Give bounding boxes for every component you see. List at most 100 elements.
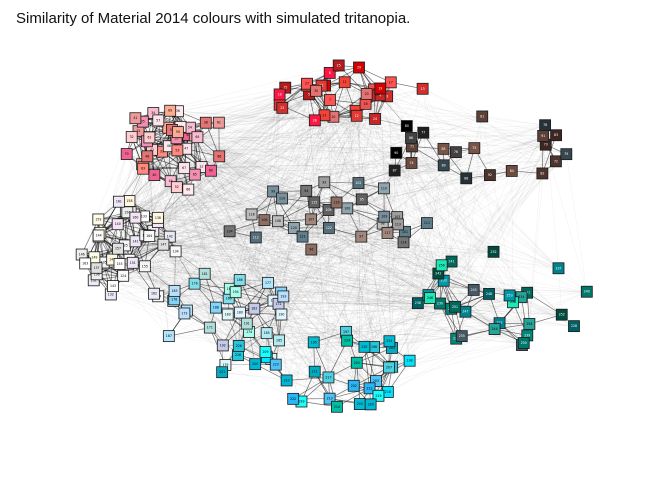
edge xyxy=(144,198,283,267)
edge xyxy=(355,110,389,392)
node-label: 54 xyxy=(188,126,192,130)
edge xyxy=(387,291,587,393)
edge xyxy=(210,170,466,312)
node-label: 226 xyxy=(236,344,242,348)
node-square xyxy=(233,274,246,286)
edge xyxy=(103,262,575,327)
edge xyxy=(366,93,494,252)
graph-node: 48 xyxy=(141,150,154,163)
edge xyxy=(174,294,429,300)
graph-node: 207 xyxy=(383,361,395,374)
node-square xyxy=(178,307,191,320)
node-square xyxy=(305,243,318,256)
graph-node: 144 xyxy=(92,229,105,242)
edge xyxy=(133,214,441,304)
node-label: 80 xyxy=(405,124,409,128)
node-label: 111 xyxy=(424,221,430,225)
edge xyxy=(306,83,562,315)
graph-node: 60 xyxy=(205,164,217,177)
edge xyxy=(248,94,280,333)
graph-node: 162 xyxy=(148,287,160,300)
edge xyxy=(144,99,331,267)
edge xyxy=(93,251,494,281)
edge xyxy=(143,167,185,170)
edge xyxy=(277,201,315,222)
graph-node: 78 xyxy=(539,119,551,132)
graph-node: 57 xyxy=(152,114,165,127)
graph-node: 66 xyxy=(182,183,195,196)
node-square xyxy=(308,196,321,209)
edge xyxy=(174,214,252,292)
edge xyxy=(175,110,356,252)
edge xyxy=(221,220,265,373)
edge xyxy=(117,248,330,399)
edge xyxy=(194,135,397,154)
edge xyxy=(422,88,456,307)
node-square xyxy=(424,292,436,304)
edge xyxy=(370,216,385,405)
node-label: 85 xyxy=(441,147,445,151)
edge xyxy=(366,93,419,304)
edge xyxy=(103,262,170,337)
node-square xyxy=(487,245,500,258)
graph-node: 114 xyxy=(397,236,410,249)
edge xyxy=(328,116,334,211)
graph-node: 20 xyxy=(360,88,373,100)
edge xyxy=(168,145,475,149)
edge xyxy=(246,323,524,344)
graph-node: 13 xyxy=(416,82,429,95)
node-label: 50 xyxy=(186,133,190,137)
edge xyxy=(143,132,424,168)
node-label: 91 xyxy=(541,134,545,138)
graph-node: 256 xyxy=(435,259,448,272)
edge xyxy=(285,87,495,330)
edge xyxy=(411,162,523,346)
node-square xyxy=(129,235,142,248)
edge xyxy=(439,135,544,304)
edge xyxy=(336,231,406,407)
node-square xyxy=(216,339,229,352)
graph-node: 76 xyxy=(450,146,462,159)
node-square xyxy=(580,285,593,298)
node-label: 44 xyxy=(169,179,173,183)
graph-node: 105 xyxy=(322,204,335,216)
edge xyxy=(356,115,389,392)
node-label: 222 xyxy=(290,397,296,401)
edge xyxy=(184,242,404,314)
node-square xyxy=(148,287,160,300)
edge xyxy=(239,85,322,281)
edge xyxy=(149,137,229,299)
edge xyxy=(163,244,523,346)
edge xyxy=(173,93,367,302)
graph-node: 119 xyxy=(276,192,288,205)
edge xyxy=(161,151,283,199)
edge xyxy=(169,85,322,237)
edge xyxy=(329,387,370,400)
edge xyxy=(359,231,406,405)
node-label: 153 xyxy=(116,262,122,266)
node-square xyxy=(388,164,401,177)
edge xyxy=(422,88,467,179)
graph-node: 99 xyxy=(267,185,280,198)
graph-node: 209 xyxy=(259,346,272,358)
edge xyxy=(301,132,424,402)
edge xyxy=(227,293,490,315)
node-square xyxy=(550,155,562,168)
edge xyxy=(345,216,385,332)
node-label: 11 xyxy=(343,80,347,84)
graph-node: 75 xyxy=(468,142,481,155)
edge xyxy=(426,222,441,304)
node-label: 75 xyxy=(472,146,476,150)
edge xyxy=(333,67,360,117)
node-label: 189 xyxy=(225,313,231,317)
edge xyxy=(222,371,370,389)
graph-node: 17 xyxy=(384,76,397,89)
edge xyxy=(229,120,316,289)
node-label: 254 xyxy=(526,322,532,326)
edge xyxy=(328,227,393,367)
node-label: 72 xyxy=(554,159,558,163)
node-label: 156 xyxy=(124,210,130,214)
node-label: 73 xyxy=(544,143,548,147)
node-label: 188 xyxy=(213,306,219,310)
